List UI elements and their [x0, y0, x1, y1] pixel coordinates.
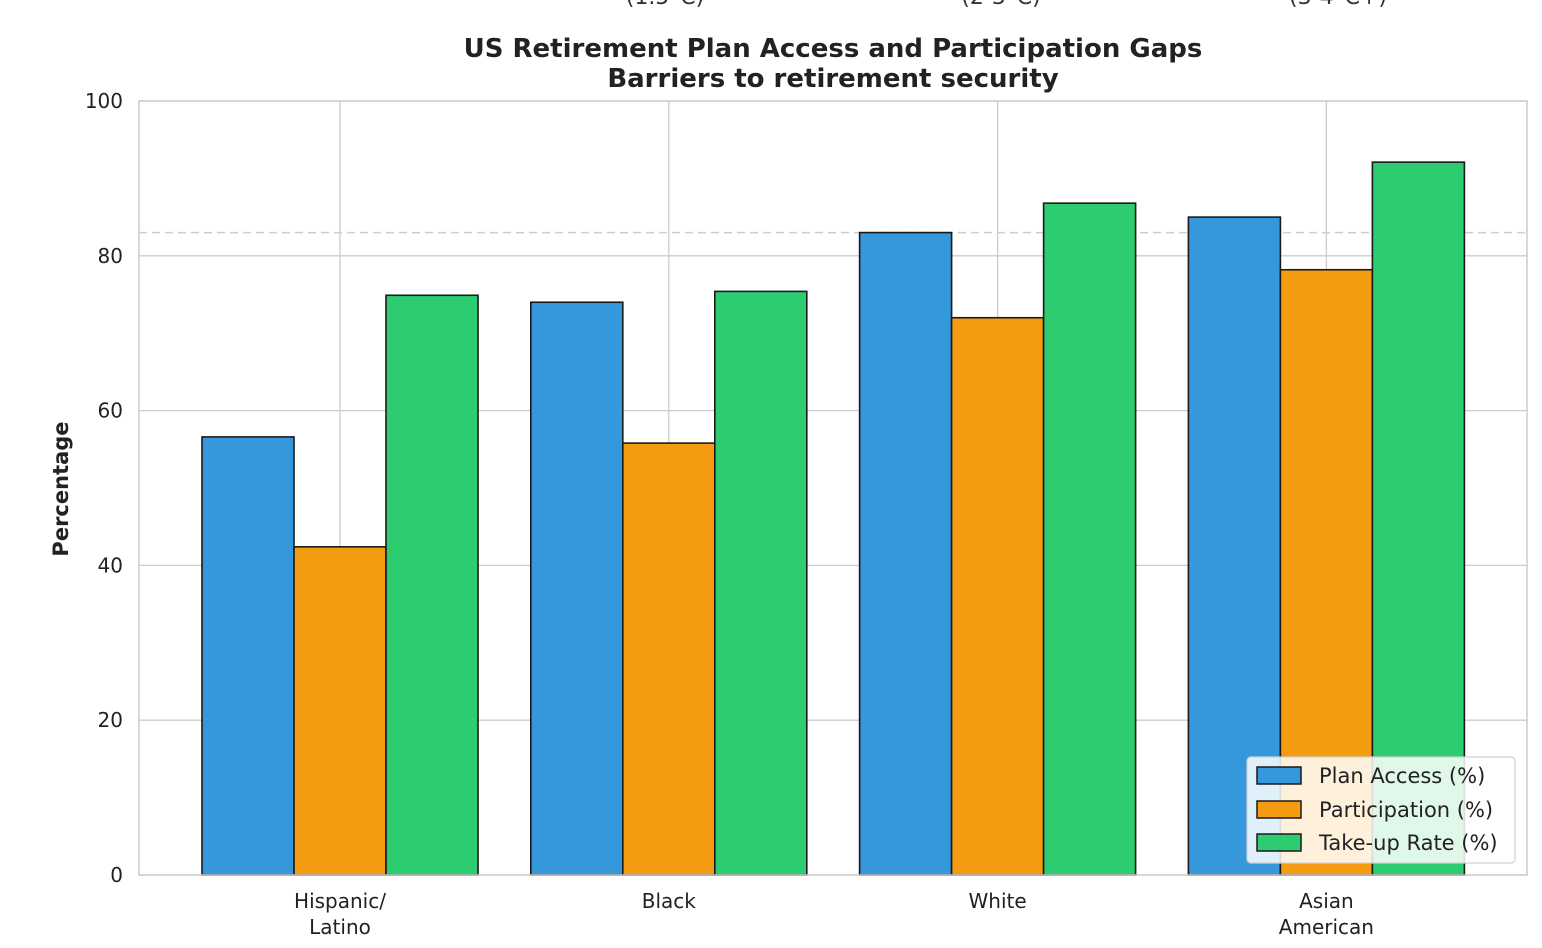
bar-participation-2 [950, 316, 1045, 876]
y-tick-label: 0 [110, 863, 123, 887]
legend-swatch-take-up-rate [1256, 833, 1302, 852]
bar-take-up-rate-2 [1042, 202, 1137, 876]
y-tick-label: 80 [98, 244, 123, 268]
y-tick-label: 40 [98, 553, 123, 577]
top-cut-label: (1.5°C) [626, 0, 705, 10]
x-tick-label-line2: American [1279, 915, 1374, 939]
y-tick-label: 100 [85, 89, 123, 113]
bar-plan-access-1 [529, 301, 624, 876]
y-tick-label: 60 [98, 399, 123, 423]
legend: Plan Access (%) Participation (%) Take-u… [1246, 756, 1516, 864]
legend-box [1246, 756, 1516, 864]
bar-plan-access-2 [858, 231, 953, 876]
top-cut-label: (3-4°C+) [1289, 0, 1387, 10]
chart-subtitle: Barriers to retirement security [607, 64, 1058, 94]
legend-label-take-up-rate: Take-up Rate (%) [1318, 831, 1498, 855]
bar-plan-access-0 [201, 436, 295, 876]
x-tick-label: White [969, 889, 1027, 913]
legend-swatch-participation [1256, 800, 1302, 819]
x-tick-label: Asian [1299, 889, 1354, 913]
bar-take-up-rate-0 [385, 294, 479, 876]
y-axis-label: Percentage [49, 421, 73, 556]
bar-take-up-rate-1 [713, 290, 808, 876]
legend-label-participation: Participation (%) [1319, 798, 1493, 822]
x-tick-label: Black [642, 889, 697, 913]
top-cut-labels: (1.5°C) (2-3°C) (3-4°C+) [626, 0, 1387, 10]
bar-participation-1 [621, 442, 716, 876]
legend-swatch-plan-access [1256, 766, 1302, 785]
bar-participation-0 [293, 546, 387, 876]
chart-title: US Retirement Plan Access and Participat… [464, 34, 1203, 64]
legend-label-plan-access: Plan Access (%) [1319, 764, 1485, 788]
bars [201, 161, 1466, 876]
top-cut-label: (2-3°C) [961, 0, 1040, 10]
bar-take-up-rate-3 [1371, 161, 1466, 876]
plot-frame [138, 100, 1528, 876]
y-tick-label: 20 [98, 708, 123, 732]
x-tick-label: Hispanic/ [294, 889, 386, 913]
y-tick-labels: 0 20 40 60 80 100 [85, 89, 123, 887]
x-tick-label-line2: Latino [309, 915, 371, 939]
